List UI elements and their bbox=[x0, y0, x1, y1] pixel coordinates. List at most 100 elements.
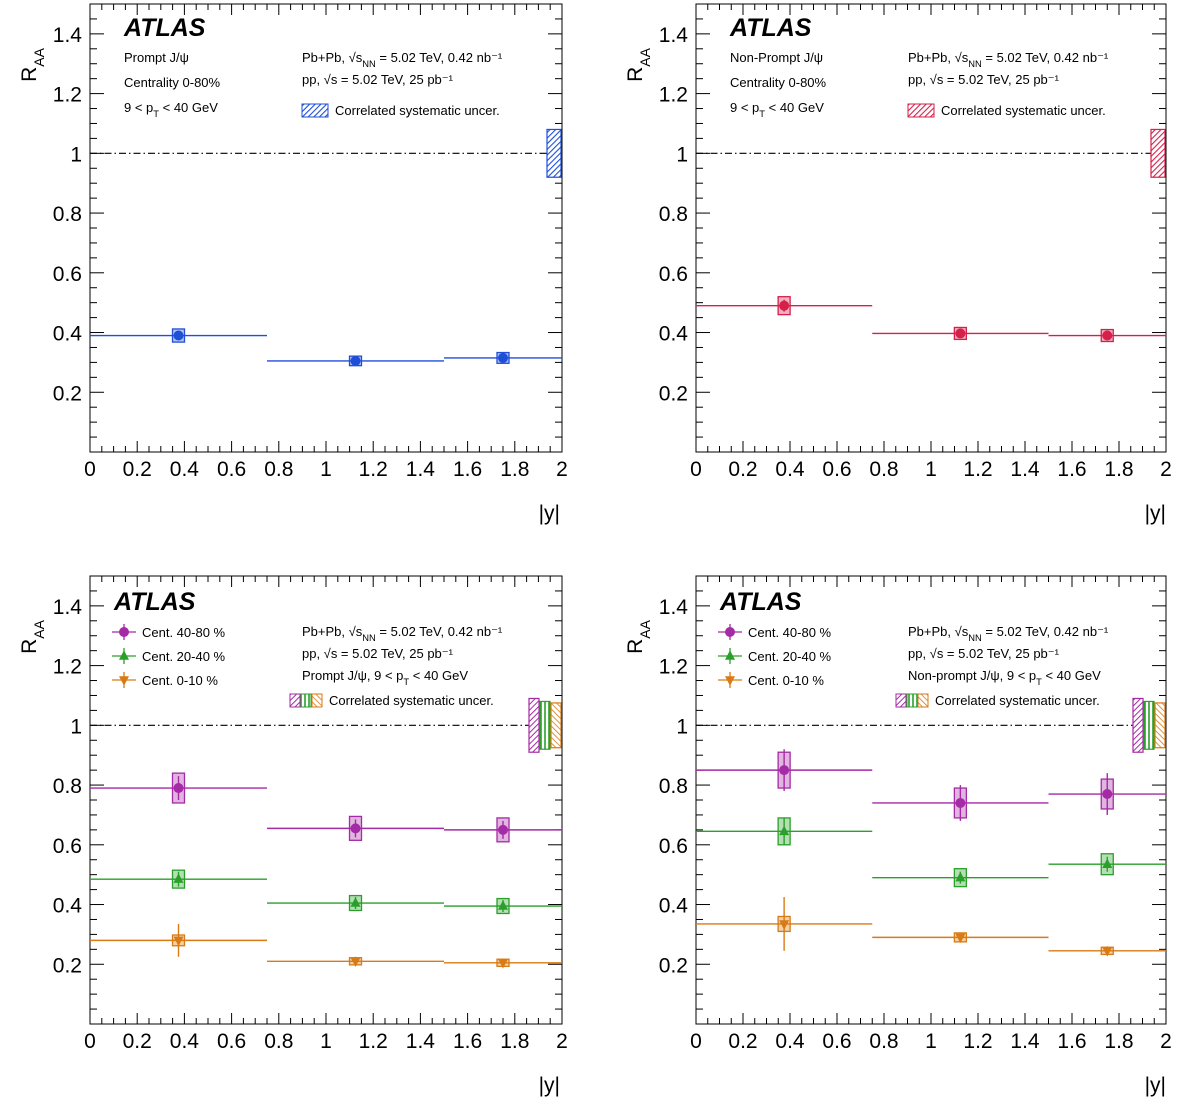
x-tick-label: 0 bbox=[84, 1030, 96, 1053]
x-axis-label: |y| bbox=[539, 502, 560, 525]
x-tick-label: 1.2 bbox=[359, 1030, 388, 1053]
x-tick-label: 0.6 bbox=[217, 458, 246, 481]
data-point bbox=[350, 355, 361, 366]
x-tick-label: 2 bbox=[556, 458, 568, 481]
legend-marker bbox=[119, 627, 129, 637]
x-tick-label: 1.6 bbox=[453, 458, 482, 481]
corr-syst-legend-swatch bbox=[289, 693, 301, 708]
experiment-label: ATLAS bbox=[113, 588, 196, 616]
plot-frame bbox=[695, 575, 1167, 1025]
corr-syst-legend-swatch bbox=[301, 103, 329, 118]
y-tick-label: 0.2 bbox=[659, 382, 688, 405]
series-cent-40-80- bbox=[696, 749, 1166, 821]
series-cent-0-10- bbox=[90, 923, 562, 969]
y-tick-label: 0.4 bbox=[659, 323, 689, 346]
legend-entry-label: Cent. 0-10 % bbox=[142, 673, 218, 688]
x-tick-label: 1.6 bbox=[453, 1030, 482, 1053]
corr-syst-legend-swatch bbox=[895, 693, 907, 708]
y-tick-label: 0.4 bbox=[659, 895, 689, 918]
corr-syst-legend-swatch bbox=[917, 693, 929, 708]
data-point bbox=[955, 871, 966, 882]
data-point bbox=[350, 823, 361, 834]
legend-entry-label: Cent. 0-10 % bbox=[748, 673, 824, 688]
series-cent-40-80- bbox=[90, 772, 562, 843]
x-tick-label: 1.4 bbox=[406, 1030, 436, 1053]
experiment-label: ATLAS bbox=[719, 588, 802, 616]
info-right-text: pp, √s = 5.02 TeV, 25 pb⁻¹ bbox=[908, 646, 1060, 661]
info-right-text: pp, √s = 5.02 TeV, 25 pb⁻¹ bbox=[302, 646, 454, 661]
x-axis-label: |y| bbox=[539, 1074, 560, 1097]
data-point bbox=[779, 765, 790, 776]
y-tick-label: 1 bbox=[70, 715, 82, 738]
y-tick-label: 1.4 bbox=[659, 24, 689, 47]
info-right-text: Prompt J/ψ, 9 < pT < 40 GeV bbox=[302, 668, 468, 687]
legend-entry-label: Cent. 20-40 % bbox=[142, 649, 226, 664]
x-tick-label: 1.6 bbox=[1057, 1030, 1086, 1053]
legend-marker bbox=[725, 627, 735, 637]
y-tick-label: 0.6 bbox=[659, 263, 688, 286]
legend-marker bbox=[119, 650, 129, 660]
x-tick-label: 0 bbox=[690, 458, 702, 481]
info-left-text: Centrality 0-80% bbox=[730, 75, 827, 90]
x-tick-label: 1 bbox=[925, 458, 937, 481]
x-tick-label: 1.2 bbox=[963, 458, 992, 481]
y-tick-label: 0.2 bbox=[659, 954, 688, 977]
corr-syst-box bbox=[1154, 702, 1166, 749]
data-point bbox=[1102, 947, 1113, 957]
x-tick-label: 1.2 bbox=[963, 1030, 992, 1053]
chart-panel-2: 0 0.2 0.4 0.6 0.8 1 1.2 1.4 1.6 1.8 2 0.2 0.4 0.6 0.8 1… bbox=[624, 3, 1172, 525]
info-right-text: Pb+Pb, √sNN = 5.02 TeV, 0.42 nb⁻¹ bbox=[908, 624, 1109, 643]
info-left-text: Centrality 0-80% bbox=[124, 75, 221, 90]
data-point bbox=[350, 897, 361, 907]
y-tick-label: 0.8 bbox=[53, 775, 82, 798]
x-tick-label: 0.8 bbox=[264, 1030, 293, 1053]
info-right-text: Pb+Pb, √sNN = 5.02 TeV, 0.42 nb⁻¹ bbox=[302, 50, 503, 69]
corr-syst-box bbox=[550, 702, 562, 749]
y-axis-label: RAA bbox=[624, 619, 653, 654]
legend-entry-label: Cent. 40-80 % bbox=[142, 625, 226, 640]
chart-panel-4: 0 0.2 0.4 0.6 0.8 1 1.2 1.4 1.6 1.8 2 0.2 0.4 0.6 0.8 1… bbox=[624, 575, 1172, 1097]
x-tick-label: 2 bbox=[1160, 1030, 1172, 1053]
corr-syst-box bbox=[1132, 697, 1144, 753]
x-tick-label: 2 bbox=[1160, 458, 1172, 481]
info-right-text: Pb+Pb, √sNN = 5.02 TeV, 0.42 nb⁻¹ bbox=[908, 50, 1109, 69]
legend-marker bbox=[119, 676, 129, 686]
y-tick-label: 0.6 bbox=[53, 263, 82, 286]
corr-syst-legend-swatch bbox=[311, 693, 323, 708]
corr-syst-legend-swatch bbox=[907, 103, 935, 118]
corr-syst-box bbox=[539, 700, 551, 750]
x-tick-label: 1 bbox=[320, 1030, 332, 1053]
y-tick-label: 0.8 bbox=[53, 203, 82, 226]
corr-syst-legend-label: Correlated systematic uncer. bbox=[941, 103, 1106, 118]
y-tick-label: 1.4 bbox=[659, 596, 689, 619]
x-tick-label: 0.6 bbox=[822, 458, 851, 481]
series-data bbox=[696, 296, 1166, 343]
x-tick-label: 2 bbox=[556, 1030, 568, 1053]
y-tick-label: 0.6 bbox=[53, 835, 82, 858]
corr-syst-legend-swatch bbox=[906, 693, 918, 708]
y-tick-label: 0.6 bbox=[659, 835, 688, 858]
y-axis-label: RAA bbox=[18, 619, 47, 654]
y-tick-label: 0.4 bbox=[53, 323, 83, 346]
legend-marker bbox=[725, 676, 735, 686]
corr-syst-box bbox=[546, 128, 562, 178]
data-point bbox=[955, 797, 966, 808]
data-point bbox=[779, 300, 790, 311]
y-axis-label: RAA bbox=[18, 47, 47, 82]
y-axis-label: RAA bbox=[624, 47, 653, 82]
x-tick-label: 0.8 bbox=[264, 458, 293, 481]
data-point bbox=[1102, 330, 1113, 341]
y-tick-label: 0.8 bbox=[659, 203, 688, 226]
x-tick-label: 1.8 bbox=[1104, 1030, 1133, 1053]
info-right-text: pp, √s = 5.02 TeV, 25 pb⁻¹ bbox=[302, 72, 454, 87]
x-tick-label: 1.6 bbox=[1057, 458, 1086, 481]
experiment-label: ATLAS bbox=[123, 14, 206, 42]
data-point bbox=[779, 920, 790, 930]
x-tick-label: 0 bbox=[84, 458, 96, 481]
corr-syst-box bbox=[528, 697, 540, 753]
x-tick-label: 1 bbox=[320, 458, 332, 481]
data-point bbox=[498, 352, 508, 363]
info-left-text: Prompt J/ψ bbox=[124, 50, 189, 65]
info-left-text: Non-Prompt J/ψ bbox=[730, 50, 823, 65]
series-data bbox=[90, 328, 562, 367]
